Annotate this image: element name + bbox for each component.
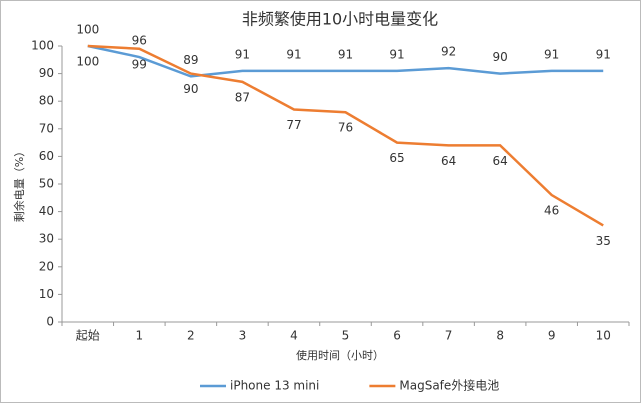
data-label: 64: [441, 154, 456, 168]
y-tick-label: 40: [39, 204, 54, 218]
x-tick-label: 8: [496, 329, 504, 343]
y-tick-label: 100: [31, 39, 54, 53]
y-tick-label: 80: [39, 94, 54, 108]
data-label: 87: [235, 90, 250, 104]
y-tick-label: 50: [39, 177, 54, 191]
x-tick-label: 10: [596, 329, 611, 343]
x-tick-label: 3: [239, 329, 247, 343]
y-tick-label: 70: [39, 121, 54, 135]
data-label: 35: [596, 234, 611, 248]
series-line: [87, 44, 604, 227]
y-axis-label: 剩余电量（%）: [12, 146, 26, 222]
data-label: 90: [492, 50, 507, 64]
data-label: 100: [76, 23, 99, 37]
data-label: 92: [441, 45, 456, 59]
y-tick-label: 60: [39, 149, 54, 163]
y-tick-label: 20: [39, 259, 54, 273]
x-tick-label: 7: [445, 329, 453, 343]
data-label: 64: [492, 154, 507, 168]
x-tick-label: 2: [187, 329, 195, 343]
legend-label: iPhone 13 mini: [230, 379, 319, 393]
data-label: 76: [338, 121, 353, 135]
x-tick-label: 6: [393, 329, 401, 343]
y-tick-label: 30: [39, 232, 54, 246]
x-tick-label: 9: [548, 329, 556, 343]
data-label: 91: [286, 47, 301, 61]
x-tick-label: 4: [290, 329, 298, 343]
data-label: 91: [235, 47, 250, 61]
chart-title: 非频繁使用10小时电量变化: [242, 10, 438, 29]
y-tick-label: 0: [46, 315, 54, 329]
x-tick-label: 5: [342, 329, 350, 343]
data-label: 65: [389, 151, 404, 165]
data-label: 99: [132, 57, 147, 71]
data-label: 90: [183, 82, 198, 96]
data-label: 46: [544, 204, 559, 218]
y-tick-label: 10: [39, 287, 54, 301]
x-axis-label: 使用时间（小时）: [296, 349, 384, 362]
x-tick-label: 1: [135, 329, 143, 343]
y-tick-label: 90: [39, 66, 54, 80]
data-label: 91: [596, 47, 611, 61]
data-label: 91: [338, 47, 353, 61]
series-line: [87, 44, 604, 78]
data-label: 77: [286, 118, 301, 132]
data-label: 89: [183, 53, 198, 67]
legend-label: MagSafe外接电池: [399, 378, 499, 393]
data-label: 91: [544, 47, 559, 61]
data-label: 100: [76, 55, 99, 69]
data-label: 96: [132, 34, 147, 48]
x-tick-label: 起始: [76, 329, 100, 343]
data-label: 91: [389, 47, 404, 61]
